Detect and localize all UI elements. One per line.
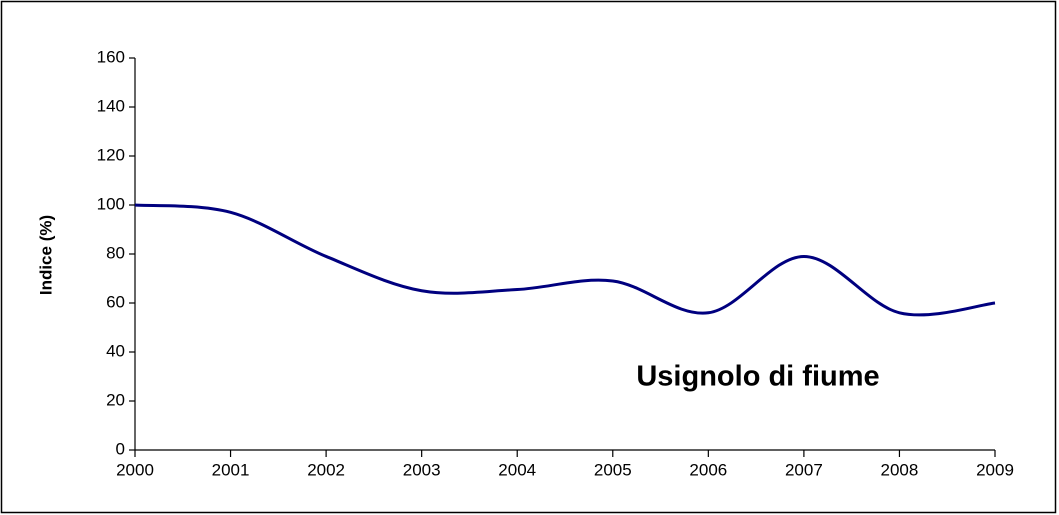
- x-tick-label: 2008: [881, 460, 919, 479]
- y-tick-label: 140: [97, 96, 125, 115]
- y-tick-label: 0: [116, 439, 125, 458]
- x-tick-label: 2004: [498, 460, 536, 479]
- x-tick-label: 2007: [785, 460, 823, 479]
- annotation: Usignolo di fiume: [636, 361, 879, 393]
- y-tick-label: 100: [97, 194, 125, 213]
- x-tick-label: 2006: [689, 460, 727, 479]
- y-tick-label: 60: [106, 292, 125, 311]
- y-tick-label: 80: [106, 243, 125, 262]
- x-tick-label: 2005: [594, 460, 632, 479]
- y-axis-label: Indice (%): [36, 215, 55, 295]
- x-tick-label: 2001: [212, 460, 250, 479]
- x-tick-label: 2002: [307, 460, 345, 479]
- y-tick-label: 160: [97, 47, 125, 66]
- x-tick-label: 2000: [116, 460, 154, 479]
- y-tick-label: 20: [106, 390, 125, 409]
- y-tick-label: 120: [97, 145, 125, 164]
- x-tick-label: 2009: [976, 460, 1014, 479]
- x-tick-label: 2003: [403, 460, 441, 479]
- data-line: [134, 203, 996, 317]
- y-tick-label: 40: [106, 341, 125, 360]
